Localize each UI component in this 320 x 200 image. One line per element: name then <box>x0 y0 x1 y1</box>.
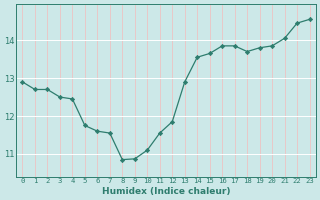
X-axis label: Humidex (Indice chaleur): Humidex (Indice chaleur) <box>102 187 230 196</box>
